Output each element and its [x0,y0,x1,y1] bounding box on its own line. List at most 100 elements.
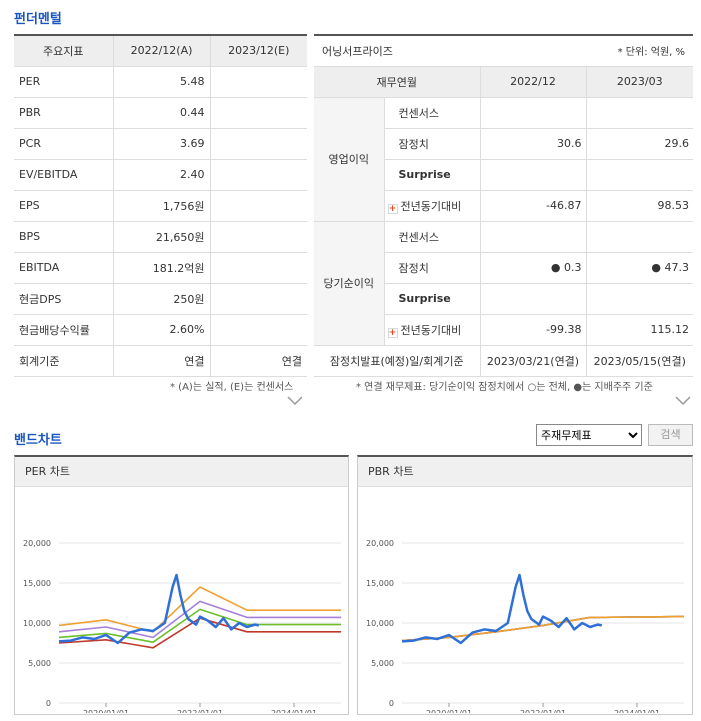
earn-group-net: 당기순이익 [314,221,384,346]
fund-row-actual: 250원 [112,283,210,315]
fundamental-note: * (A)는 실적, (E)는 컨센서스 [170,382,294,393]
fund-row-estimate [209,128,307,160]
earn-row-op-yoy: + 전년동기대비 -46.87 98.53 [314,190,694,222]
earn-value-2023-03: ● 47.3 [585,252,694,284]
per-chart-ytick-label: 10,000 [23,619,51,628]
earn-header-2023-03: 2023/03 [585,66,694,98]
earnings-table: 어닝서프라이즈 * 단위: 억원, % 재무연월 2022/12 2023/03… [314,34,694,377]
earn-item-prelim: 잠정치 [383,128,480,160]
fund-row-label: 현금배당수익률 [14,314,113,346]
fund-row-estimate [209,190,307,222]
earn-footer-2022-12: 2023/03/21(연결) [479,345,586,377]
expand-plus-icon[interactable]: + [387,327,398,338]
fund-row: EV/EBITDA 2.40 [14,159,307,191]
earn-item-consensus: 컨센서스 [383,221,480,253]
earn-row-footer: 잠정치발표(예정)일/회계기준 2023/03/21(연결) 2023/05/15(… [314,345,694,377]
fund-row-estimate [209,66,307,98]
pbr-chart-ytick-label: 5,000 [371,659,394,668]
earn-item-consensus: 컨센서스 [383,97,480,129]
fund-expand-chevron-icon[interactable] [287,396,303,406]
fund-row-estimate: 연결 [209,345,307,377]
earn-group-op: 영업이익 [314,97,384,222]
fund-row: 현금배당수익률 2.60% [14,314,307,346]
statement-type-select[interactable]: 주재무제표 [536,424,642,446]
earn-header-2022-12: 2022/12 [479,66,586,98]
fund-row-actual: 연결 [112,345,210,377]
fund-row-actual: 5.48 [112,66,210,98]
earnings-unit: * 단위: 억원, % [480,35,694,67]
pbr-chart-xtick-label: 2022/01/01 [520,709,566,713]
expand-plus-icon[interactable]: + [387,203,398,214]
pbr-chart-svg: 20,000 15,000 10,000 5,000 0 2020/01/01 2022/0… [366,539,685,713]
earn-item-label: 컨센서스 [398,106,439,120]
fund-header-estimate: 2023/12(E) [209,35,307,67]
earn-item-yoy[interactable]: + 전년동기대비 [383,314,480,346]
fund-row-estimate [209,159,307,191]
per-chart: 20,000 15,000 10,000 5,000 0 2020/01/01 2022/0… [15,487,348,713]
pbr-chart-panel: PBR 차트 20,000 15,000 10,000 5,000 0 2020/01/0… [357,455,693,715]
earn-value-2022-12: -99.38 [479,314,586,346]
earnings-title: 어닝서프라이즈 [314,35,480,67]
earn-item-label: 잠정치 [398,137,429,151]
fund-row-label: PER [14,66,113,98]
fund-row-label: PBR [14,97,113,129]
earn-value-2023-03: 98.53 [585,190,694,222]
earn-row-net-consensus: 당기순이익 컨센서스 [314,221,694,346]
fund-row: PER 5.48 [14,66,307,98]
earn-item-label: Surprise [398,292,451,305]
per-chart-title: PER 차트 [15,457,348,487]
earn-item-surprise: Surprise [383,283,480,315]
per-chart-xtick-label: 2022/01/01 [177,709,223,713]
earn-value-2023-03 [585,159,694,191]
fund-row: PCR 3.69 [14,128,307,160]
fund-row: 회계기준 연결 연결 [14,345,307,377]
earn-value-2022-12 [479,159,586,191]
fund-row-label: BPS [14,221,113,253]
fundamental-table: 주요지표 2022/12(A) 2023/12(E) PER 5.48 PBR 0.4… [14,34,307,377]
fund-row-estimate [209,283,307,315]
fund-header-indicator: 주요지표 [14,35,113,67]
earn-expand-chevron-icon[interactable] [675,396,691,406]
fund-row: EBITDA 181.2억원 [14,252,307,284]
earn-value-2023-03: 29.6 [585,128,694,160]
fund-row-label: EPS [14,190,113,222]
earn-footer-label: 잠정치발표(예정)일/회계기준 [314,345,480,377]
earn-value-2022-12: ● 0.3 [479,252,586,284]
fund-row-actual: 1,756원 [112,190,210,222]
pbr-chart-series-0-line [401,573,603,645]
pbr-chart-ytick-label: 10,000 [366,619,394,628]
pbr-chart-ytick-label: 15,000 [366,579,394,588]
fund-row: BPS 21,650원 [14,221,307,253]
earn-row-net-prelim: 잠정치 ● 0.3 ● 47.3 [314,252,694,284]
fund-row: PBR 0.44 [14,97,307,129]
fund-row-actual: 2.60% [112,314,210,346]
fund-row-actual: 3.69 [112,128,210,160]
earn-item-prelim: 잠정치 [383,252,480,284]
per-chart-ytick-label: 15,000 [23,579,51,588]
fundamental-title: 펀더멘털 [14,12,62,27]
per-chart-xtick-label: 2024/01/01 [271,709,317,713]
earn-item-yoy[interactable]: + 전년동기대비 [383,190,480,222]
fund-row-actual: 2.40 [112,159,210,191]
earn-row-op-consensus: 영업이익 컨센서스 [314,97,694,222]
band-chart-title: 밴드차트 [14,433,62,448]
earn-value-2023-03 [585,97,694,129]
earn-value-2022-12 [479,283,586,315]
fund-row-label: EV/EBITDA [14,159,113,191]
earn-item-label: Surprise [398,168,451,181]
earnings-note: * 연결 재무제표: 당기순이익 잠정치에서 ○는 전체, ●는 지배주주 기준 [356,382,653,393]
earn-value-2022-12 [479,97,586,129]
search-button[interactable]: 검색 [648,424,693,446]
per-chart-ytick-label: 5,000 [28,659,51,668]
earn-item-label: 잠정치 [398,261,429,275]
fund-row-label: EBITDA [14,252,113,284]
fund-header-actual: 2022/12(A) [112,35,210,67]
earn-item-label: 전년동기대비 [400,199,462,213]
earn-value-2022-12: -46.87 [479,190,586,222]
fund-row: EPS 1,756원 [14,190,307,222]
earn-row-op-prelim: 잠정치 30.6 29.6 [314,128,694,160]
earn-item-surprise: Surprise [383,159,480,191]
earn-item-label: 컨센서스 [398,230,439,244]
per-chart-panel: PER 차트 20,000 15,000 10,000 5,000 0 2020/01/0… [14,455,349,715]
earn-row-op-surprise: Surprise [314,159,694,191]
